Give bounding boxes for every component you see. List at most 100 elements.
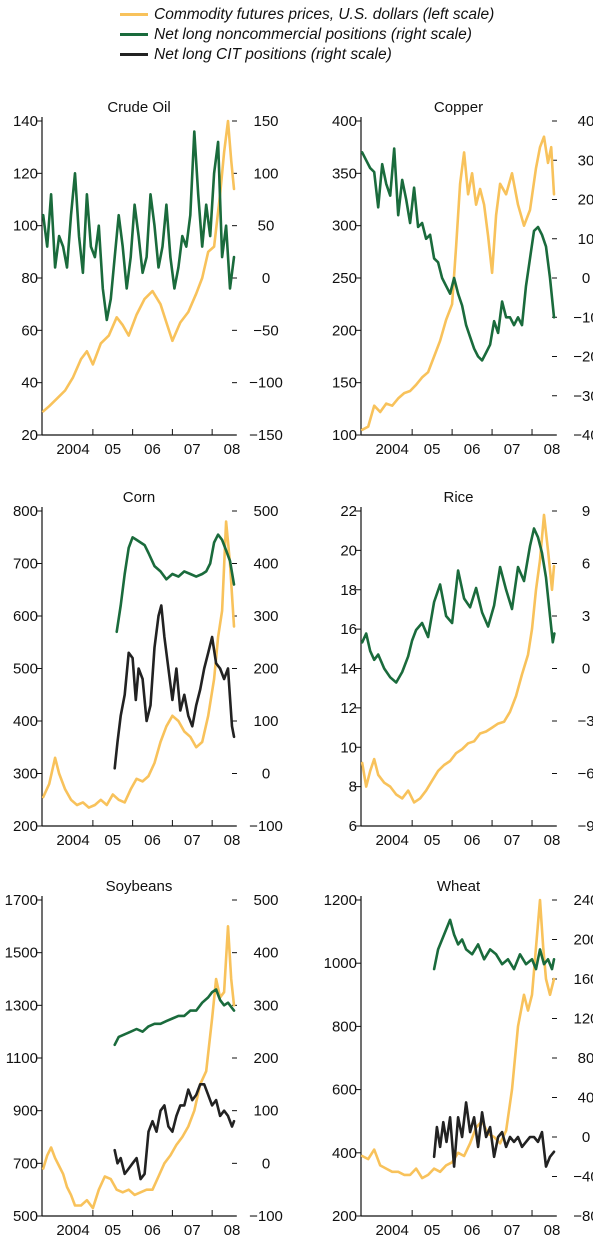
rice-chart: Rice 6 8 10 12 14 16 18 20 22 −9 −6 −3 0 3 6 9 2004 05 06 07… (340, 489, 593, 849)
rice-x-tick-label: 08 (544, 832, 561, 849)
copper-right-tick-label: 20 (578, 192, 593, 209)
copper-right-tick-label: 0 (582, 270, 590, 287)
soybeans-right-tick-label: 400 (253, 945, 278, 962)
rice-title: Rice (443, 489, 473, 506)
wheat-chart: Wheat 200 400 600 800 1000 1200 −80 −40 0 40 80 120 1… (324, 878, 593, 1239)
corn-x-tick-label: 08 (224, 832, 241, 849)
corn-right-tick-label: 400 (253, 556, 278, 573)
soybeans-left-tick-label: 700 (13, 1155, 38, 1172)
copper-title: Copper (434, 99, 483, 116)
soybeans-left-tick-label: 500 (13, 1208, 38, 1225)
corn-left-tick-label: 500 (13, 661, 38, 678)
crude-oil-right-tick-label: 50 (258, 218, 275, 235)
copper-price-line (360, 135, 556, 432)
wheat-right-tick-label: 240 (573, 892, 593, 909)
soybeans-x-tick-label: 05 (104, 1222, 121, 1239)
copper-x-tick-label: 06 (464, 441, 481, 458)
corn-right-tick-label: 200 (253, 661, 278, 678)
corn-price-line (41, 520, 236, 809)
rice-left-tick-label: 22 (340, 503, 357, 520)
crude-oil-left-tick-label: 120 (13, 165, 38, 182)
corn-left-tick-label: 700 (13, 556, 38, 573)
corn-noncommercial-line (115, 533, 236, 634)
crude-oil-right-tick-label: 0 (262, 270, 270, 287)
soybeans-title: Soybeans (106, 878, 173, 895)
soybeans-chart: Soybeans 500 700 900 1100 1300 1500 1700 −100 0 10… (5, 878, 283, 1239)
rice-x-tick-label: 05 (424, 832, 441, 849)
crude-oil-right-tick-label: −150 (249, 427, 283, 444)
legend-item-cit: Net long CIT positions (right scale) (120, 46, 590, 66)
legend-label-cit: Net long CIT positions (right scale) (154, 46, 392, 63)
legend-label-prices: Commodity futures prices, U.S. dollars (… (154, 6, 495, 23)
wheat-right-tick-label: 120 (573, 1011, 593, 1028)
corn-right-tick-label: 100 (253, 713, 278, 730)
crude-oil-right-tick-label: −100 (249, 375, 283, 392)
copper-left-tick-label: 150 (332, 375, 357, 392)
copper-left-tick-label: 300 (332, 218, 357, 235)
rice-right-tick-label: −6 (577, 766, 593, 783)
copper-x-tick-label: 07 (504, 441, 521, 458)
crude-oil-x-tick-label: 06 (144, 441, 161, 458)
soybeans-x-tick-label: 08 (224, 1222, 241, 1239)
wheat-x-tick-label: 08 (544, 1222, 561, 1239)
copper-left-tick-label: 200 (332, 322, 357, 339)
corn-left-tick-label: 400 (13, 713, 38, 730)
rice-right-tick-label: 3 (582, 608, 590, 625)
copper-right-tick-label: 40 (578, 113, 593, 130)
rice-left-tick-label: 18 (340, 582, 357, 599)
crude-oil-left-tick-label: 140 (13, 113, 38, 130)
crude-oil-noncommercial-line (41, 130, 236, 322)
rice-x-tick-label: 2004 (375, 832, 408, 849)
wheat-left-tick-label: 400 (332, 1145, 357, 1162)
wheat-right-tick-label: −40 (573, 1169, 593, 1186)
soybeans-right-tick-label: 100 (253, 1103, 278, 1120)
rice-right-tick-label: −3 (577, 713, 593, 730)
legend-label-noncommercial: Net long noncommercial positions (right … (154, 26, 472, 43)
soybeans-x-tick-label: 06 (144, 1222, 161, 1239)
soybeans-left-tick-label: 1300 (5, 997, 38, 1014)
copper-right-tick-label: 10 (578, 231, 593, 248)
wheat-cit-line (432, 1101, 556, 1168)
corn-right-tick-label: −100 (249, 818, 283, 835)
soybeans-noncommercial-line (113, 988, 236, 1047)
copper-x-tick-label: 05 (424, 441, 441, 458)
corn-right-tick-label: 300 (253, 608, 278, 625)
corn-left-tick-label: 800 (13, 503, 38, 520)
wheat-left-tick-label: 1200 (324, 892, 357, 909)
crude-oil-right-tick-label: 150 (253, 113, 278, 130)
wheat-right-tick-label: 40 (578, 1090, 593, 1107)
corn-left-tick-label: 600 (13, 608, 38, 625)
rice-x-tick-label: 07 (504, 832, 521, 849)
copper-left-tick-label: 400 (332, 113, 357, 130)
wheat-title: Wheat (437, 878, 481, 895)
crude-oil-title: Crude Oil (107, 99, 170, 116)
copper-right-tick-label: −30 (573, 388, 593, 405)
wheat-left-tick-label: 800 (332, 1018, 357, 1035)
soybeans-left-tick-label: 1700 (5, 892, 38, 909)
wheat-right-tick-label: 0 (582, 1129, 590, 1146)
wheat-x-tick-label: 05 (424, 1222, 441, 1239)
copper-x-tick-label: 2004 (375, 441, 408, 458)
crude-oil-price-line (41, 119, 236, 413)
legend: Commodity futures prices, U.S. dollars (… (120, 6, 590, 66)
legend-item-prices: Commodity futures prices, U.S. dollars (… (120, 6, 590, 26)
wheat-x-tick-label: 06 (464, 1222, 481, 1239)
crude-oil-x-tick-label: 2004 (56, 441, 89, 458)
copper-x-tick-label: 08 (544, 441, 561, 458)
corn-right-tick-label: 0 (262, 766, 270, 783)
rice-left-tick-label: 20 (340, 542, 357, 559)
copper-left-tick-label: 250 (332, 270, 357, 287)
soybeans-right-tick-label: 300 (253, 997, 278, 1014)
rice-right-tick-label: 0 (582, 661, 590, 678)
wheat-left-tick-label: 1000 (324, 955, 357, 972)
wheat-price-line (360, 898, 556, 1180)
soybeans-right-tick-label: 500 (253, 892, 278, 909)
soybeans-left-tick-label: 900 (13, 1103, 38, 1120)
corn-x-tick-label: 05 (104, 832, 121, 849)
copper-chart: Copper100150200250300350400−40−30−20−100… (332, 99, 593, 458)
soybeans-x-tick-label: 2004 (56, 1222, 89, 1239)
soybeans-right-tick-label: 200 (253, 1050, 278, 1067)
rice-right-tick-label: 6 (582, 556, 590, 573)
wheat-left-tick-label: 600 (332, 1082, 357, 1099)
soybeans-right-tick-label: 0 (262, 1155, 270, 1172)
